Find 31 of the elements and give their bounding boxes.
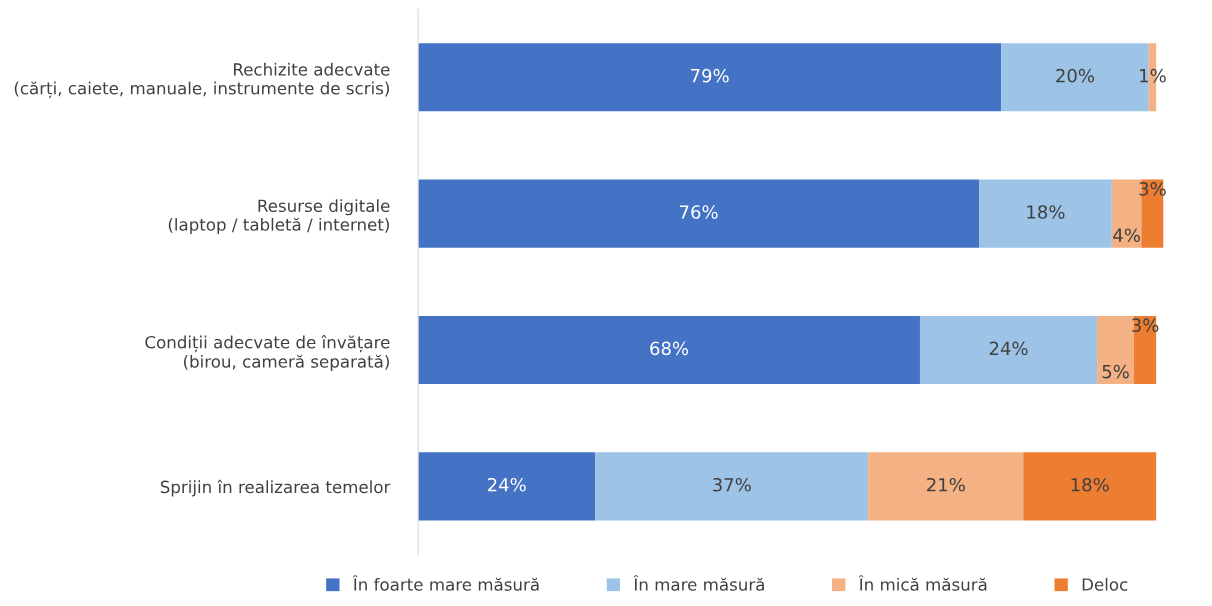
bar [418,452,596,521]
bar [418,315,920,385]
data-label: 24% [989,341,1028,356]
legend-label: Deloc [1082,577,1128,591]
data-label: 79% [691,68,729,83]
y-tick-label: Resurse digitale (laptop / tabletă / internet) [168,199,390,235]
bar [595,452,869,521]
legend-label: În foarte mare măsură [352,575,539,591]
legend-label: În mică măsură [858,575,987,591]
data-label: 37% [713,477,751,492]
bar [1023,452,1157,521]
data-label: 24% [487,477,526,492]
data-label: 5% [1102,364,1129,379]
y-tick-label: Condiții adecvate de învățare (birou, cameră separată) [145,334,390,372]
data-label: 1% [1140,68,1166,83]
data-label: 68% [650,341,689,356]
data-label: 18% [1027,205,1065,219]
data-label: 18% [1071,477,1109,492]
legend-label: În mare măsură [633,575,764,591]
bar [979,179,1112,248]
data-label: 76% [680,205,718,219]
bar [1097,315,1134,385]
bar [868,452,1024,521]
bar [418,179,980,248]
data-label: 4% [1113,228,1140,243]
data-label: 21% [927,477,965,492]
bar [418,43,1002,112]
y-tick-label: Sprijin în realizarea temelor [160,479,391,497]
data-label: 20% [1056,68,1095,83]
y-tick-label: Rechizite adecvate (cărți, caiete, manuale, instrumente de scris) [14,62,390,99]
bar [919,315,1098,385]
